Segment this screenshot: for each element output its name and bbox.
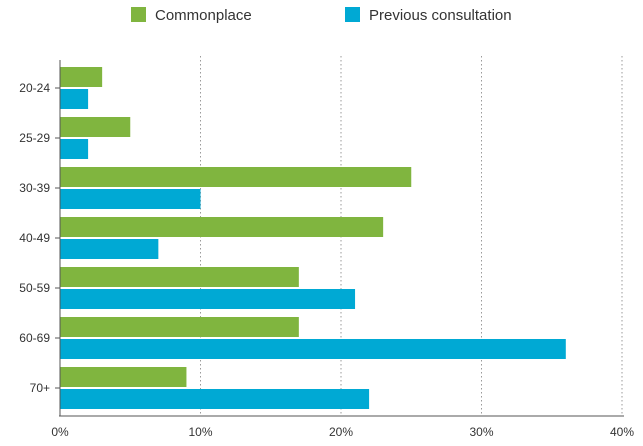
bar-commonplace-50-59	[60, 267, 299, 287]
category-label-30-39: 30-39	[19, 181, 50, 195]
bar-previous-consultation-50-59	[60, 289, 356, 309]
bar-previous-consultation-30-39	[60, 189, 201, 209]
x-tick-label-10%: 10%	[188, 425, 212, 439]
category-label-40-49: 40-49	[19, 231, 50, 245]
x-tick-label-0%: 0%	[51, 425, 69, 439]
x-tick-label-40%: 40%	[610, 425, 634, 439]
bar-commonplace-30-39	[60, 167, 412, 187]
bar-commonplace-25-29	[60, 117, 131, 137]
category-label-70+: 70+	[30, 381, 50, 395]
bar-previous-consultation-40-49	[60, 239, 159, 259]
category-label-50-59: 50-59	[19, 281, 50, 295]
legend-swatch-commonplace	[131, 7, 146, 22]
x-tick-label-20%: 20%	[329, 425, 353, 439]
bar-commonplace-60-69	[60, 317, 299, 337]
category-label-20-24: 20-24	[19, 81, 50, 95]
bar-previous-consultation-70+	[60, 389, 370, 409]
bar-previous-consultation-25-29	[60, 139, 89, 159]
x-tick-label-30%: 30%	[469, 425, 493, 439]
bar-commonplace-20-24	[60, 67, 103, 87]
legend-label-previous-consultation: Previous consultation	[369, 7, 512, 24]
legend-label-commonplace: Commonplace	[155, 7, 252, 24]
bar-commonplace-70+	[60, 367, 187, 387]
category-label-60-69: 60-69	[19, 331, 50, 345]
category-label-25-29: 25-29	[19, 131, 50, 145]
legend-swatch-previous-consultation	[345, 7, 360, 22]
bar-previous-consultation-20-24	[60, 89, 89, 109]
bar-commonplace-40-49	[60, 217, 384, 237]
bar-previous-consultation-60-69	[60, 339, 566, 359]
